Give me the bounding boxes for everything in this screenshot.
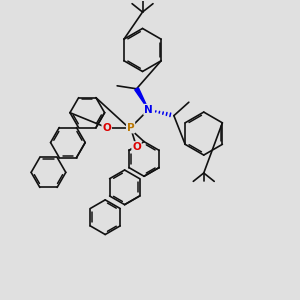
Text: O: O — [132, 142, 141, 152]
Text: N: N — [144, 105, 153, 115]
Text: O: O — [102, 123, 111, 133]
Text: P: P — [127, 123, 134, 133]
Polygon shape — [135, 88, 148, 110]
